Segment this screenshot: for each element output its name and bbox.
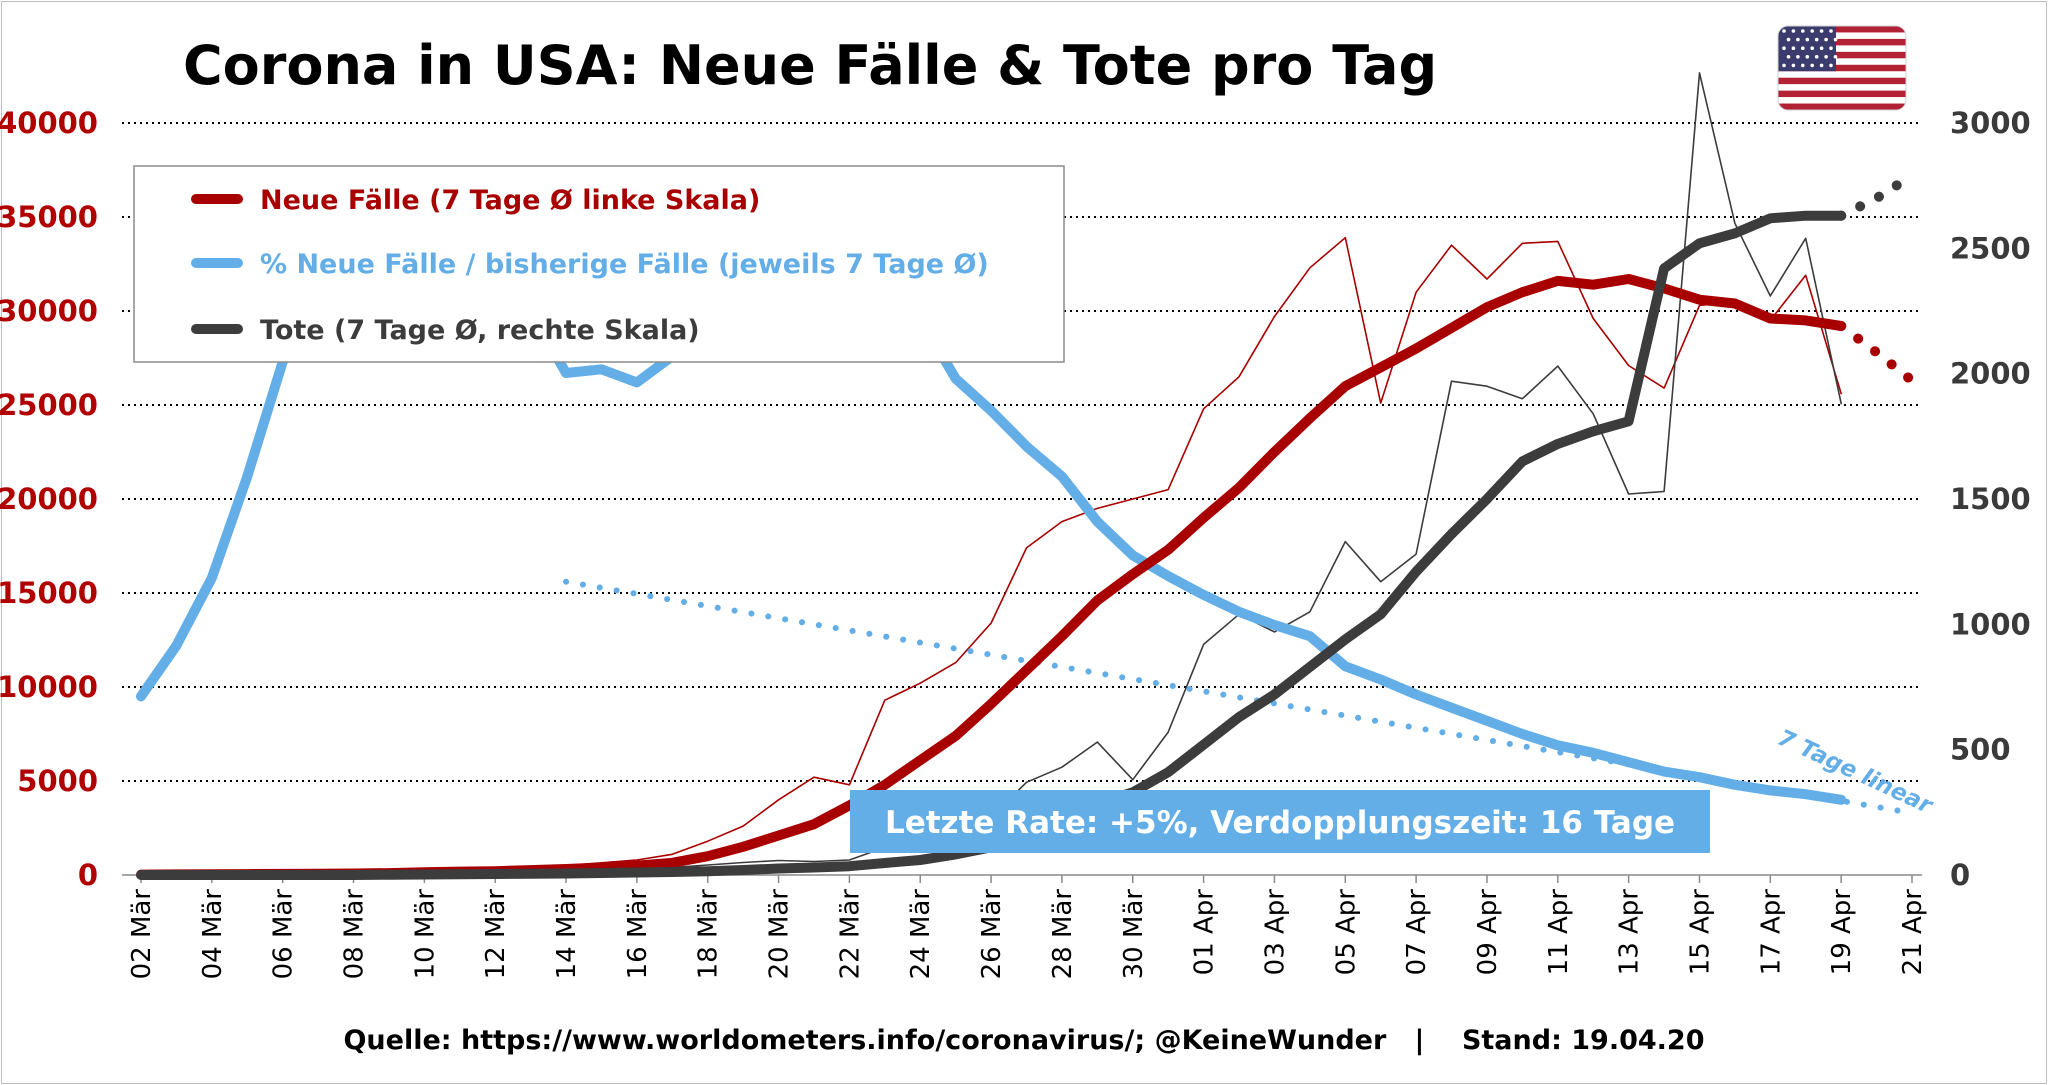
y-left-tick-label: 10000 bbox=[0, 670, 98, 704]
x-tick-label: 05 Apr bbox=[1331, 889, 1361, 976]
legend-label-cases: Neue Fälle (7 Tage Ø linke Skala) bbox=[260, 185, 760, 216]
x-tick-label: 01 Apr bbox=[1190, 889, 1220, 976]
x-tick-label: 11 Apr bbox=[1544, 889, 1574, 976]
x-tick-label: 19 Apr bbox=[1827, 889, 1857, 976]
series-line bbox=[1836, 170, 1917, 221]
y-right-tick-label: 3000 bbox=[1950, 106, 2031, 140]
callout-background bbox=[850, 790, 1710, 853]
x-tick-label: 03 Apr bbox=[1260, 889, 1290, 976]
x-tick-label: 14 Mär bbox=[552, 889, 582, 980]
x-tick-label: 16 Mär bbox=[623, 889, 653, 980]
y-right-tick-label: 2000 bbox=[1950, 357, 2031, 391]
x-tick-label: 04 Mär bbox=[198, 889, 228, 980]
y-right-tick-label: 500 bbox=[1950, 733, 2011, 767]
us-flag-icon bbox=[1777, 25, 1907, 111]
x-tick-label: 06 Mär bbox=[269, 889, 299, 980]
callout-text: Letzte Rate: +5%, Verdopplungszeit: 16 T… bbox=[885, 805, 1675, 841]
y-left-tick-label: 20000 bbox=[0, 482, 98, 516]
chart-title: Corona in USA: Neue Fälle & Tote pro Tag bbox=[183, 34, 1437, 97]
series-line bbox=[563, 578, 1915, 816]
x-tick-label: 12 Mär bbox=[481, 889, 511, 980]
y-left-tick-label: 35000 bbox=[0, 200, 98, 234]
legend-label-pct: % Neue Fälle / bisherige Fälle (jeweils … bbox=[260, 249, 989, 280]
y-axis-right: 0 500 1000 1500 2000 2500 3000 bbox=[1950, 106, 2031, 892]
x-tick-label: 30 Mär bbox=[1119, 889, 1149, 980]
legend-label-deaths: Tote (7 Tage Ø, rechte Skala) bbox=[260, 315, 700, 346]
x-tick-label: 22 Mär bbox=[835, 889, 865, 980]
x-tick-label: 09 Apr bbox=[1473, 889, 1503, 976]
y-left-tick-label: 5000 bbox=[17, 764, 98, 798]
x-tick-label: 18 Mär bbox=[694, 889, 724, 980]
x-tick-label: 02 Mär bbox=[127, 889, 157, 980]
y-left-tick-label: 25000 bbox=[0, 388, 98, 422]
y-right-tick-label: 0 bbox=[1950, 858, 1970, 892]
rate-callout: Letzte Rate: +5%, Verdopplungszeit: 16 T… bbox=[850, 790, 1710, 853]
x-tick-label: 07 Apr bbox=[1402, 889, 1432, 976]
y-axis-left: 0 5000 10000 15000 20000 25000 30000 35000 40000 bbox=[0, 106, 98, 892]
trend-label: 7 Tage linear bbox=[1773, 725, 1937, 820]
x-tick-label: 21 Apr bbox=[1898, 889, 1928, 976]
x-tick-label: 08 Mär bbox=[340, 889, 370, 980]
y-right-tick-label: 1500 bbox=[1950, 482, 2031, 516]
series-line bbox=[136, 274, 1847, 880]
x-tick-label: 17 Apr bbox=[1756, 889, 1786, 976]
source-text: Quelle: https://www.worldometers.info/co… bbox=[343, 1025, 1704, 1056]
legend-box bbox=[133, 165, 1065, 363]
y-left-tick-label: 30000 bbox=[0, 294, 98, 328]
y-left-tick-label: 40000 bbox=[0, 106, 98, 140]
x-tick-label: 10 Mär bbox=[410, 889, 440, 980]
x-tick-label: 13 Apr bbox=[1615, 889, 1645, 976]
y-left-tick-label: 15000 bbox=[0, 576, 98, 610]
x-tick-label: 28 Mär bbox=[1048, 889, 1078, 980]
series-line bbox=[1836, 321, 1917, 386]
legend: Neue Fälle (7 Tage Ø linke Skala) % Neue… bbox=[133, 165, 1065, 363]
y-left-tick-label: 0 bbox=[78, 858, 98, 892]
y-right-tick-label: 2500 bbox=[1950, 231, 2031, 265]
x-tick-label: 26 Mär bbox=[977, 889, 1007, 980]
x-tick-label: 15 Apr bbox=[1685, 889, 1715, 976]
y-right-tick-label: 1000 bbox=[1950, 607, 2031, 641]
x-tick-label: 24 Mär bbox=[906, 889, 936, 980]
x-axis: 02 Mär 04 Mär 06 Mär 08 Mär 10 Mär 12 Mär 14 M… bbox=[127, 875, 1928, 979]
x-tick-label: 20 Mär bbox=[765, 889, 795, 980]
